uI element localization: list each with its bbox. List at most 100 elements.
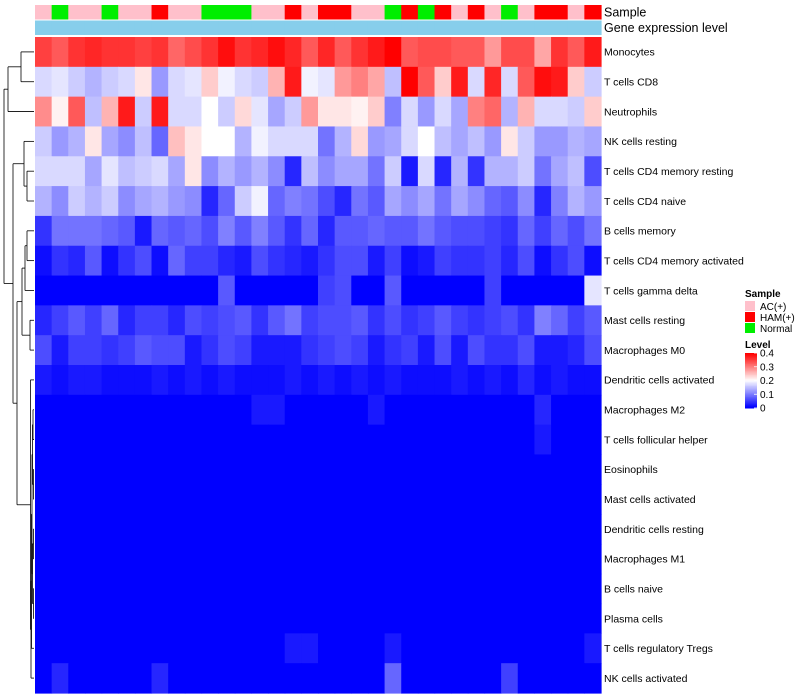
heatmap-cell xyxy=(118,66,136,98)
heatmap-cell xyxy=(118,424,136,456)
heatmap-cell xyxy=(467,156,486,187)
heatmap-cell xyxy=(501,96,519,128)
heatmap-cell xyxy=(134,365,153,396)
heatmap-cell xyxy=(251,215,269,247)
heatmap-cell xyxy=(118,335,136,366)
heatmap-cell xyxy=(51,186,69,217)
heatmap-cell xyxy=(567,543,585,575)
legend-item-label: HAM(+) xyxy=(760,313,795,324)
heatmap-cell xyxy=(434,394,452,426)
heatmap-cell xyxy=(284,96,302,128)
row-label: Dendritic cells activated xyxy=(604,375,714,387)
heatmap-cell xyxy=(118,156,136,187)
row-label: Mast cells activated xyxy=(604,494,696,506)
heatmap-cell xyxy=(68,365,86,396)
heatmap-cell xyxy=(284,245,302,277)
legend-gradient-step xyxy=(745,362,757,365)
heatmap-cell xyxy=(151,633,169,664)
heatmap-cell xyxy=(401,126,419,157)
heatmap-cell xyxy=(334,484,352,515)
heatmap-cell xyxy=(68,275,86,306)
heatmap-cell xyxy=(284,126,302,157)
heatmap-cell xyxy=(101,365,119,396)
heatmap-cell xyxy=(35,37,53,68)
annotation-cell xyxy=(68,20,86,35)
annotation-label: Sample xyxy=(604,6,646,20)
annotation-cell xyxy=(417,5,436,20)
heatmap-cell xyxy=(501,186,519,217)
heatmap-cell xyxy=(184,215,203,247)
heatmap-cell xyxy=(101,573,119,605)
heatmap-cell xyxy=(384,305,402,336)
heatmap-cell xyxy=(118,275,136,306)
annotation-cell xyxy=(318,20,336,35)
heatmap-cell xyxy=(334,663,352,694)
heatmap-cell xyxy=(401,96,419,128)
heatmap-cell xyxy=(551,424,569,456)
heatmap-cell xyxy=(301,305,319,336)
heatmap-cell xyxy=(517,186,536,217)
heatmap-cell xyxy=(68,156,86,187)
legend-item-label: AC(+) xyxy=(760,302,786,313)
heatmap-cell xyxy=(201,186,219,217)
heatmap-cell xyxy=(584,514,602,545)
heatmap-cell xyxy=(168,96,186,128)
heatmap-cell xyxy=(301,215,319,247)
heatmap-cell xyxy=(451,663,469,694)
heatmap-cell xyxy=(384,633,402,664)
heatmap-cell xyxy=(301,365,319,396)
heatmap-cell xyxy=(35,66,53,98)
heatmap-cell xyxy=(517,424,536,456)
heatmap-cell xyxy=(467,633,486,664)
heatmap-cell xyxy=(501,543,519,575)
heatmap-cell xyxy=(101,454,119,485)
annotation-cell xyxy=(434,5,452,20)
heatmap-cell xyxy=(567,156,585,187)
heatmap-cell xyxy=(151,573,169,605)
heatmap-cell xyxy=(384,663,402,694)
legend-swatch xyxy=(745,312,755,322)
heatmap-cell xyxy=(51,394,69,426)
heatmap-cell xyxy=(434,215,452,247)
heatmap-cell xyxy=(467,454,486,485)
heatmap-cell xyxy=(184,424,203,456)
heatmap-cell xyxy=(168,215,186,247)
heatmap-cell xyxy=(384,126,402,157)
heatmap-cell xyxy=(268,424,286,456)
heatmap-cell xyxy=(184,573,203,605)
legend-gradient-step xyxy=(745,383,757,386)
heatmap-cell xyxy=(168,663,186,694)
heatmap-cell xyxy=(451,543,469,575)
heatmap-cell xyxy=(318,424,336,456)
heatmap-cell xyxy=(451,96,469,128)
legend-gradient-step xyxy=(745,380,757,383)
heatmap-cell xyxy=(584,275,602,306)
heatmap-cell xyxy=(567,96,585,128)
heatmap-cell xyxy=(351,186,369,217)
heatmap-cell xyxy=(334,275,352,306)
heatmap-cell xyxy=(84,37,103,68)
heatmap-cell xyxy=(401,394,419,426)
heatmap-cell xyxy=(218,365,236,396)
heatmap-cell xyxy=(168,305,186,336)
heatmap-cell xyxy=(367,335,386,366)
heatmap-cell xyxy=(534,454,552,485)
heatmap-cell xyxy=(417,603,436,634)
heatmap-cell xyxy=(384,394,402,426)
heatmap-cell xyxy=(434,543,452,575)
heatmap-cell xyxy=(268,96,286,128)
heatmap-cell xyxy=(351,454,369,485)
heatmap-cell xyxy=(318,126,336,157)
heatmap-cell xyxy=(84,454,103,485)
heatmap-cell xyxy=(351,305,369,336)
heatmap-cell xyxy=(584,424,602,456)
heatmap-cell xyxy=(218,454,236,485)
heatmap-cell xyxy=(68,454,86,485)
heatmap-cell xyxy=(168,394,186,426)
row-labels: Monocytes T cells CD8 Neutrophils NK cells … xyxy=(604,47,744,685)
annotation-cell xyxy=(68,5,86,20)
heatmap-cell xyxy=(351,514,369,545)
heatmap-cell xyxy=(51,543,69,575)
heatmap-cell xyxy=(451,305,469,336)
